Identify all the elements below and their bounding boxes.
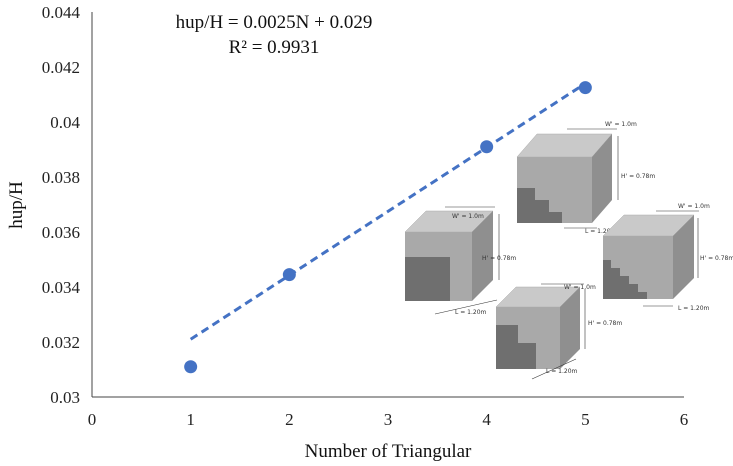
x-tick-label: 6 xyxy=(680,410,689,429)
y-tick-labels: 0.03 0.032 0.034 0.036 0.038 0.04 0.042 0.044 xyxy=(42,3,81,407)
x-tick-label: 2 xyxy=(285,410,294,429)
block-stepped-2: W' = 1.0m H' = 0.78m L = 1.20m xyxy=(495,283,622,380)
trendline xyxy=(189,82,587,341)
block-a-height-label: H' = 0.78m xyxy=(621,173,655,180)
block-b-length-label: L = 1.20m xyxy=(455,309,487,316)
block-c-height-label: H' = 0.78m xyxy=(700,255,733,262)
x-tick-label: 4 xyxy=(482,410,491,429)
x-tick-label: 3 xyxy=(384,410,393,429)
y-tick-label: 0.032 xyxy=(42,333,80,352)
data-point xyxy=(282,268,296,282)
data-point xyxy=(578,81,592,95)
block-a-width-label: W' = 1.0m xyxy=(605,121,637,128)
x-axis-title: Number of Triangular xyxy=(305,441,472,462)
y-tick-label: 0.03 xyxy=(50,388,80,407)
r-squared-label: R² = 0.9931 xyxy=(229,37,320,58)
data-point xyxy=(480,140,494,154)
x-tick-label: 1 xyxy=(186,410,195,429)
y-tick-label: 0.042 xyxy=(42,58,80,77)
y-tick-label: 0.04 xyxy=(50,113,80,132)
block-c-width-label: W' = 1.0m xyxy=(678,203,710,210)
block-c-length-label: L = 1.20m xyxy=(678,305,710,312)
block-a-length-label: L = 1.20m xyxy=(585,228,617,235)
x-tick-labels: 0 1 2 3 4 5 6 xyxy=(88,410,689,429)
x-tick-label: 5 xyxy=(581,410,590,429)
block-b-width-label: W' = 1.0m xyxy=(452,213,484,220)
y-tick-label: 0.034 xyxy=(42,278,81,297)
axes xyxy=(91,12,684,398)
trendline-equation: hup/H = 0.0025N + 0.029 xyxy=(176,12,373,33)
y-tick-label: 0.038 xyxy=(42,168,80,187)
block-d-length-label: L = 1.20m xyxy=(546,368,578,375)
data-points xyxy=(184,81,592,374)
block-d-height-label: H' = 0.78m xyxy=(588,320,622,327)
x-tick-label: 0 xyxy=(88,410,97,429)
y-tick-label: 0.036 xyxy=(42,223,80,242)
block-b-height-label: H' = 0.78m xyxy=(482,255,516,262)
block-stepped-1: W' = 1.0m H' = 0.78m L = 1.20m xyxy=(404,206,516,316)
block-d-width-label: W' = 1.0m xyxy=(564,284,596,291)
y-tick-label: 0.044 xyxy=(42,3,81,22)
block-stepped-5: W' = 1.0m H' = 0.78m L = 1.20m xyxy=(602,203,733,312)
block-stepped-3: W' = 1.0m H' = 0.78m L = 1.20m xyxy=(516,121,655,235)
y-axis-title: hup/H xyxy=(6,181,27,229)
data-point xyxy=(184,360,198,374)
inset-illustrations: W' = 1.0m H' = 0.78m L = 1.20m W' = 1.0m… xyxy=(404,121,733,380)
